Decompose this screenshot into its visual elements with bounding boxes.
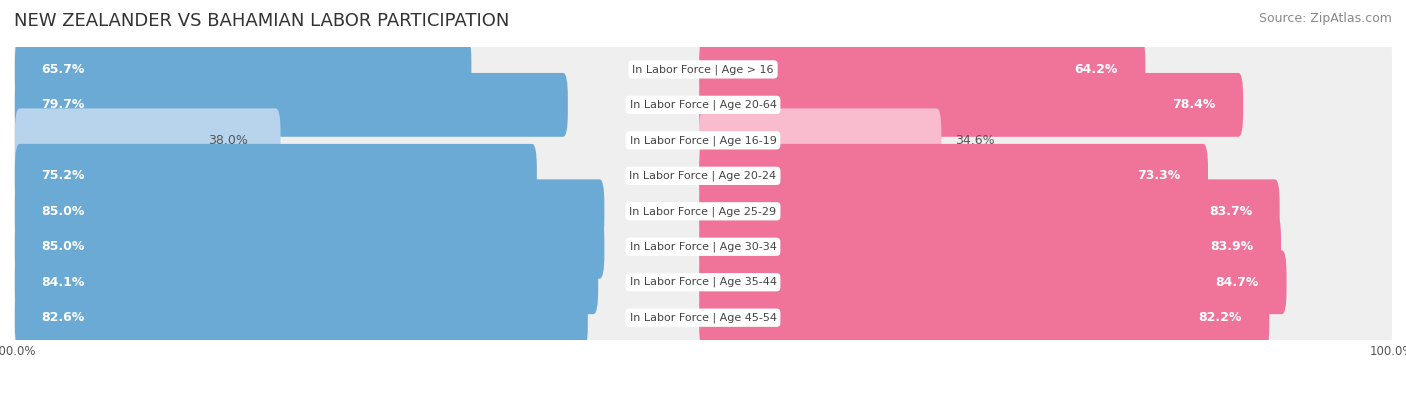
FancyBboxPatch shape [14,241,1392,324]
Text: 82.6%: 82.6% [42,311,84,324]
Text: Source: ZipAtlas.com: Source: ZipAtlas.com [1258,12,1392,25]
Text: In Labor Force | Age 25-29: In Labor Force | Age 25-29 [630,206,776,216]
FancyBboxPatch shape [14,276,1392,359]
Text: 85.0%: 85.0% [42,240,84,253]
FancyBboxPatch shape [15,215,605,279]
FancyBboxPatch shape [15,38,471,102]
Text: 34.6%: 34.6% [955,134,995,147]
Text: In Labor Force | Age 45-54: In Labor Force | Age 45-54 [630,312,776,323]
Text: 85.0%: 85.0% [42,205,84,218]
Text: 73.3%: 73.3% [1137,169,1181,182]
FancyBboxPatch shape [699,108,942,172]
FancyBboxPatch shape [699,73,1243,137]
FancyBboxPatch shape [15,73,568,137]
Text: 84.7%: 84.7% [1216,276,1258,289]
FancyBboxPatch shape [14,63,1392,147]
Text: In Labor Force | Age 30-34: In Labor Force | Age 30-34 [630,241,776,252]
Text: In Labor Force | Age 20-64: In Labor Force | Age 20-64 [630,100,776,110]
Text: In Labor Force | Age 16-19: In Labor Force | Age 16-19 [630,135,776,146]
FancyBboxPatch shape [699,179,1279,243]
FancyBboxPatch shape [14,134,1392,218]
Text: 79.7%: 79.7% [42,98,84,111]
FancyBboxPatch shape [15,250,598,314]
Text: 82.2%: 82.2% [1198,311,1241,324]
Text: 78.4%: 78.4% [1173,98,1216,111]
FancyBboxPatch shape [15,286,588,350]
FancyBboxPatch shape [699,144,1208,208]
Text: In Labor Force | Age 20-24: In Labor Force | Age 20-24 [630,171,776,181]
Text: In Labor Force | Age > 16: In Labor Force | Age > 16 [633,64,773,75]
Text: 75.2%: 75.2% [42,169,86,182]
FancyBboxPatch shape [699,38,1146,102]
FancyBboxPatch shape [14,28,1392,111]
FancyBboxPatch shape [14,205,1392,289]
Legend: New Zealander, Bahamian: New Zealander, Bahamian [582,391,824,395]
Text: 38.0%: 38.0% [208,134,249,147]
FancyBboxPatch shape [14,98,1392,182]
FancyBboxPatch shape [699,250,1286,314]
FancyBboxPatch shape [699,286,1270,350]
FancyBboxPatch shape [15,179,605,243]
FancyBboxPatch shape [15,144,537,208]
Text: 83.7%: 83.7% [1209,205,1253,218]
FancyBboxPatch shape [14,169,1392,253]
Text: NEW ZEALANDER VS BAHAMIAN LABOR PARTICIPATION: NEW ZEALANDER VS BAHAMIAN LABOR PARTICIP… [14,12,509,30]
Text: In Labor Force | Age 35-44: In Labor Force | Age 35-44 [630,277,776,288]
Text: 64.2%: 64.2% [1074,63,1118,76]
Text: 84.1%: 84.1% [42,276,84,289]
Text: 83.9%: 83.9% [1211,240,1254,253]
FancyBboxPatch shape [15,108,281,172]
Text: 65.7%: 65.7% [42,63,84,76]
FancyBboxPatch shape [699,215,1281,279]
